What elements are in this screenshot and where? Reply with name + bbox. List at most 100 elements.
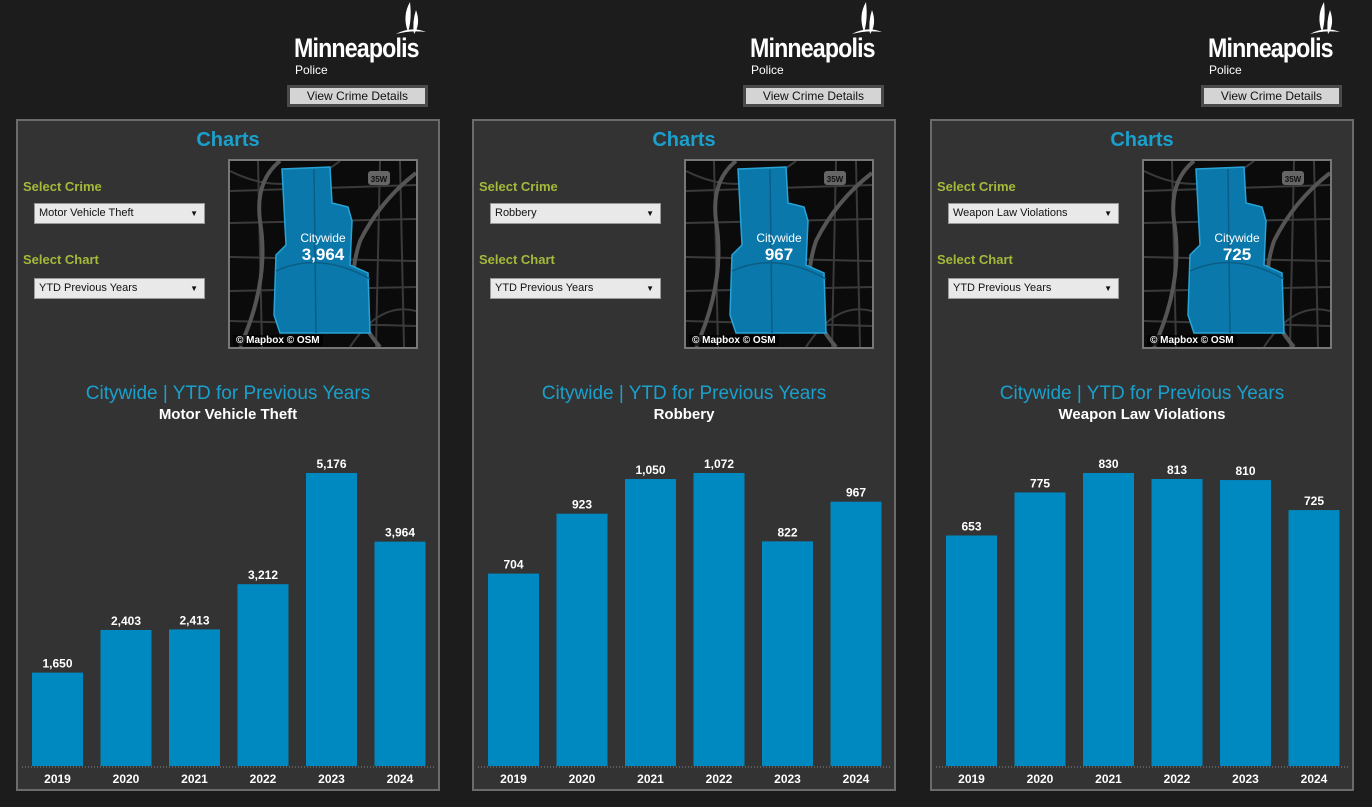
- bar-value-label: 967: [846, 486, 866, 500]
- chart-subtitle: Motor Vehicle Theft: [158, 406, 298, 423]
- bar-value-label: 3,964: [385, 526, 415, 540]
- x-tick-label: 2020: [113, 772, 140, 786]
- map-total-value: 725: [1222, 245, 1252, 264]
- bar-chart: 653 2019 775 2020 830 2021 813 2022 810 2023 725 20…: [936, 457, 1348, 786]
- select-crime-label: Select Crime: [937, 179, 1016, 194]
- bar-chart: 704 2019 923 2020 1,050 2021 1,072 2022 822 2023 9…: [478, 457, 890, 786]
- charts-panel: Charts Select Crime Weapon Law Violation…: [930, 119, 1354, 791]
- bar-2022[interactable]: [1151, 479, 1203, 766]
- bar-value-label: 830: [1098, 457, 1118, 471]
- city-map[interactable]: 35W Citywide 3,964 © Mapbox © OSM: [228, 159, 418, 349]
- x-tick-label: 2023: [1232, 772, 1259, 786]
- select-chart-label: Select Chart: [937, 252, 1013, 267]
- map-area-label: Citywide: [1214, 231, 1260, 245]
- panel-title: Charts: [1110, 129, 1174, 151]
- bar-value-label: 1,050: [635, 463, 665, 477]
- chevron-down-icon: ▼: [1104, 284, 1112, 293]
- bar-2023[interactable]: [1220, 480, 1271, 766]
- minneapolis-sail-icon: [852, 2, 882, 34]
- bar-2021[interactable]: [625, 479, 676, 766]
- x-tick-label: 2021: [637, 772, 664, 786]
- bar-2020[interactable]: [1014, 492, 1066, 766]
- x-tick-label: 2021: [1095, 772, 1122, 786]
- bar-2021[interactable]: [169, 629, 220, 766]
- crime-select-value: Weapon Law Violations: [953, 207, 1068, 219]
- dashboard-column: Minneapolis Police View Crime Details Ch…: [16, 0, 440, 807]
- bar-value-label: 3,212: [248, 568, 278, 582]
- bar-value-label: 813: [1167, 463, 1187, 477]
- bar-value-label: 725: [1304, 494, 1324, 508]
- view-crime-details-button[interactable]: View Crime Details: [743, 85, 884, 107]
- logo-police-label: Police: [1209, 63, 1242, 77]
- map-area-label: Citywide: [756, 231, 802, 245]
- dashboard-column: Minneapolis Police View Crime Details Ch…: [472, 0, 896, 807]
- bar-2023[interactable]: [306, 473, 357, 766]
- bar-value-label: 1,650: [42, 657, 72, 671]
- bar-value-label: 1,072: [704, 457, 734, 471]
- chart-subtitle: Weapon Law Violations: [1058, 406, 1226, 423]
- chart-title: Citywide | YTD for Previous Years: [999, 383, 1285, 404]
- chart-select-value: YTD Previous Years: [953, 282, 1052, 294]
- x-tick-label: 2023: [318, 772, 345, 786]
- select-crime-label: Select Crime: [479, 179, 558, 194]
- crime-select[interactable]: Weapon Law Violations ▼: [948, 203, 1119, 224]
- x-tick-label: 2022: [706, 772, 733, 786]
- bar-2020[interactable]: [556, 513, 608, 766]
- city-map-graphic: 35W: [686, 161, 872, 347]
- x-tick-label: 2019: [44, 772, 71, 786]
- bar-value-label: 810: [1235, 464, 1255, 478]
- bar-2020[interactable]: [100, 629, 152, 766]
- bar-2019[interactable]: [488, 573, 539, 766]
- x-tick-label: 2024: [843, 772, 870, 786]
- chart-select[interactable]: YTD Previous Years ▼: [948, 278, 1119, 299]
- view-crime-details-button[interactable]: View Crime Details: [1201, 85, 1342, 107]
- map-total-value: 967: [764, 245, 794, 264]
- bar-2019[interactable]: [32, 672, 83, 766]
- highway-shield-icon: [1282, 171, 1304, 185]
- crime-select[interactable]: Motor Vehicle Theft ▼: [34, 203, 205, 224]
- bar-2022[interactable]: [693, 473, 745, 766]
- map-attribution[interactable]: © Mapbox © OSM: [233, 335, 323, 346]
- map-attribution[interactable]: © Mapbox © OSM: [1147, 335, 1237, 346]
- map-total-value: 3,964: [301, 245, 345, 264]
- x-tick-label: 2022: [1164, 772, 1191, 786]
- crime-select-value: Motor Vehicle Theft: [39, 207, 134, 219]
- bar-value-label: 5,176: [316, 457, 346, 471]
- panel-title: Charts: [652, 129, 716, 151]
- x-tick-label: 2023: [774, 772, 801, 786]
- map-attribution[interactable]: © Mapbox © OSM: [689, 335, 779, 346]
- city-map[interactable]: 35W Citywide 967 © Mapbox © OSM: [684, 159, 874, 349]
- bar-2021[interactable]: [1083, 473, 1134, 766]
- x-tick-label: 2022: [250, 772, 277, 786]
- bar-value-label: 775: [1030, 476, 1050, 490]
- chevron-down-icon: ▼: [190, 284, 198, 293]
- x-tick-label: 2024: [387, 772, 414, 786]
- bar-2024[interactable]: [1288, 510, 1340, 766]
- bar-2023[interactable]: [762, 541, 813, 766]
- chevron-down-icon: ▼: [646, 284, 654, 293]
- bar-2024[interactable]: [830, 501, 882, 766]
- x-tick-label: 2019: [500, 772, 527, 786]
- minneapolis-police-logo: Minneapolis Police: [294, 2, 426, 80]
- city-map[interactable]: 35W Citywide 725 © Mapbox © OSM: [1142, 159, 1332, 349]
- highway-label: 35W: [1285, 175, 1302, 184]
- x-tick-label: 2020: [1027, 772, 1054, 786]
- map-area-label: Citywide: [300, 231, 346, 245]
- highway-label: 35W: [371, 175, 388, 184]
- select-chart-label: Select Chart: [479, 252, 555, 267]
- charts-panel: Charts Select Crime Robbery ▼ Select Cha…: [472, 119, 896, 791]
- bar-2022[interactable]: [237, 584, 289, 766]
- chart-select[interactable]: YTD Previous Years ▼: [490, 278, 661, 299]
- crime-select-value: Robbery: [495, 207, 537, 219]
- highway-shield-icon: [368, 171, 390, 185]
- chart-title: Citywide | YTD for Previous Years: [541, 383, 827, 404]
- minneapolis-police-logo: Minneapolis Police: [1208, 2, 1340, 80]
- view-crime-details-button[interactable]: View Crime Details: [287, 85, 428, 107]
- chart-select[interactable]: YTD Previous Years ▼: [34, 278, 205, 299]
- bar-2019[interactable]: [946, 535, 997, 766]
- crime-select[interactable]: Robbery ▼: [490, 203, 661, 224]
- chart-select-value: YTD Previous Years: [39, 282, 138, 294]
- bar-2024[interactable]: [374, 541, 426, 766]
- bar-value-label: 2,403: [111, 614, 141, 628]
- x-tick-label: 2019: [958, 772, 985, 786]
